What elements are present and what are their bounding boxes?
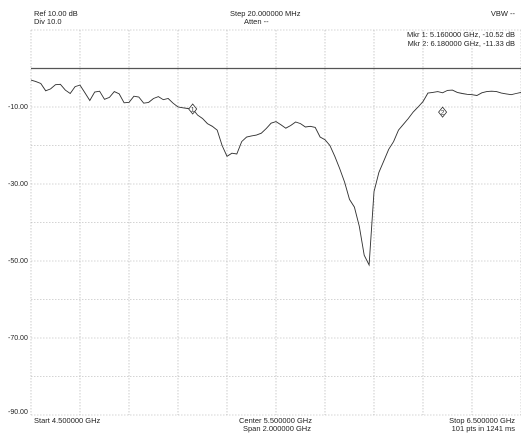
marker-2-number: 2 [441, 110, 445, 117]
atten-label: Atten -- [244, 17, 269, 26]
marker-1-readout: Mkr 1: 5.160000 GHz, -10.52 dB [407, 30, 515, 39]
vbw-label: VBW -- [490, 9, 515, 18]
y-tick-label: -50.00 [8, 258, 28, 265]
y-tick-label: -70.00 [8, 335, 28, 342]
sweep-points-label: 101 pts in 1241 ms [451, 424, 515, 433]
y-tick-label: -90.00 [8, 409, 28, 416]
center-frequency-label: Center 5.500000 GHz [239, 416, 312, 425]
trace-line [30, 79, 521, 267]
step-label: Step 20.000000 MHz [230, 9, 301, 18]
y-tick-label: -10.00 [8, 104, 28, 111]
stop-frequency-label: Stop 6.500000 GHz [449, 416, 515, 425]
span-label: Span 2.000000 GHz [243, 424, 311, 433]
ref-level-label: Ref 10.00 dB [34, 9, 78, 18]
marker-2-readout: Mkr 2: 6.180000 GHz, -11.33 dB [407, 39, 515, 48]
div-label: Div 10.0 [34, 17, 62, 26]
marker-1-diamond [188, 103, 198, 115]
marker-2-diamond [438, 106, 448, 118]
y-tick-label: -30.00 [8, 181, 28, 188]
start-frequency-label: Start 4.500000 GHz [34, 416, 101, 425]
marker-1-number: 1 [191, 107, 195, 114]
